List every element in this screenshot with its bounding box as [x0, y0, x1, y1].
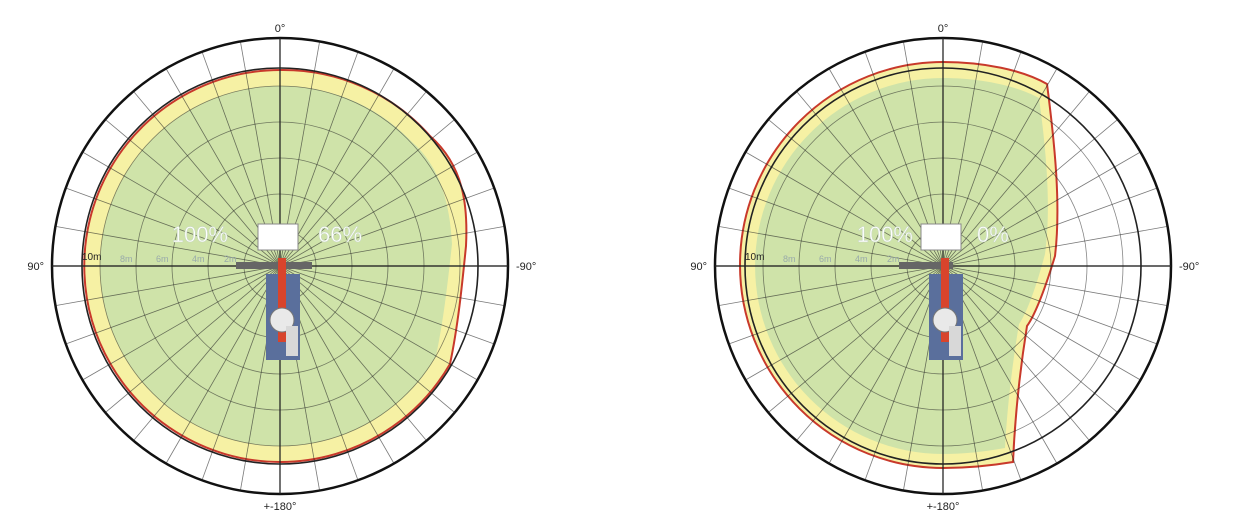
grid-spoke [942, 119, 1118, 267]
angle-label-right: -90° [1179, 261, 1199, 273]
grid-spoke [728, 265, 944, 345]
grid-spoke [718, 265, 944, 306]
ring-labels: 10m 8m 6m 4m 2m [82, 252, 237, 264]
grid-spoke [279, 265, 505, 306]
support-right-percent: 66% [318, 222, 362, 247]
grid-spoke [133, 265, 281, 441]
grid-spoke [942, 265, 1168, 306]
grid-spoke [279, 91, 427, 267]
grid-spoke [796, 265, 944, 441]
grid-spoke [942, 68, 1058, 267]
grid-spoke [728, 187, 944, 267]
grid-spoke [279, 68, 395, 267]
ring-label: 8m [120, 254, 133, 264]
angle-label-left: 90° [690, 261, 707, 273]
grid-spoke [279, 265, 427, 441]
grid-spoke [828, 265, 944, 464]
grid-spoke [82, 151, 281, 267]
grid-spoke [768, 119, 944, 267]
grid-spoke [942, 265, 1090, 441]
grid-spoke [942, 91, 1090, 267]
grid-spoke [745, 151, 944, 267]
grid-spoke [65, 187, 281, 267]
grid-spoke [279, 187, 495, 267]
grid-spoke [942, 265, 1141, 381]
ring-label: 4m [855, 254, 868, 264]
grid-spoke [55, 265, 281, 306]
support-left-percent: 100% [857, 222, 913, 247]
machine-icon [899, 223, 963, 360]
grid-spoke [942, 265, 1158, 345]
grid-spoke [279, 265, 455, 413]
angle-label-left: 90° [27, 261, 44, 273]
ring-label: 10m [745, 252, 764, 263]
ring-label: 2m [887, 254, 900, 264]
ring-label: 4m [192, 254, 205, 264]
grid-spoke [55, 226, 281, 267]
support-right-percent: 0% [977, 222, 1009, 247]
angle-label-right: -90° [516, 261, 536, 273]
limit-line [739, 60, 1059, 470]
grid-spoke [942, 265, 1118, 413]
grid-spoke [105, 265, 281, 413]
grid-spoke [279, 265, 478, 381]
angle-label-bottom: +-180° [927, 501, 960, 512]
ring-label: 6m [819, 254, 832, 264]
grid-spoke [279, 226, 505, 267]
grid-spoke [942, 187, 1158, 267]
grid-spoke [768, 265, 944, 413]
grid-spoke [82, 265, 281, 381]
angle-label-bottom: +-180° [264, 501, 297, 512]
ring-label: 10m [82, 252, 101, 263]
ring-label: 2m [224, 254, 237, 264]
grid-spoke [279, 119, 455, 267]
ring-label: 8m [783, 254, 796, 264]
angle-label-top: 0° [938, 23, 949, 35]
grid-spoke [279, 151, 478, 267]
grid-spoke [796, 91, 944, 267]
grid-spoke [718, 226, 944, 267]
work-range-diagram-right: 100% 0% 0° 90° -90° +-180° 10m 8m 6m 4m … [690, 23, 1199, 512]
work-range-diagram-left: 100% 66% 0° 90° -90° +-180° 10m 8m 6m 4m… [27, 23, 536, 512]
polar-grid [715, 38, 1171, 494]
ring-label: 6m [156, 254, 169, 264]
limit-line [83, 68, 468, 463]
grid-spoke [279, 265, 495, 345]
machine-icon [236, 223, 312, 360]
grid-spoke [942, 226, 1168, 267]
grid-spoke [105, 119, 281, 267]
grid-spoke [745, 265, 944, 381]
angle-label-top: 0° [275, 23, 286, 35]
grid-spoke [133, 91, 281, 267]
grid-spoke [65, 265, 281, 345]
grid-spoke [942, 151, 1141, 267]
ring-labels: 10m 8m 6m 4m 2m [745, 252, 900, 264]
support-left-percent: 100% [172, 222, 228, 247]
grid-spoke [165, 265, 281, 464]
